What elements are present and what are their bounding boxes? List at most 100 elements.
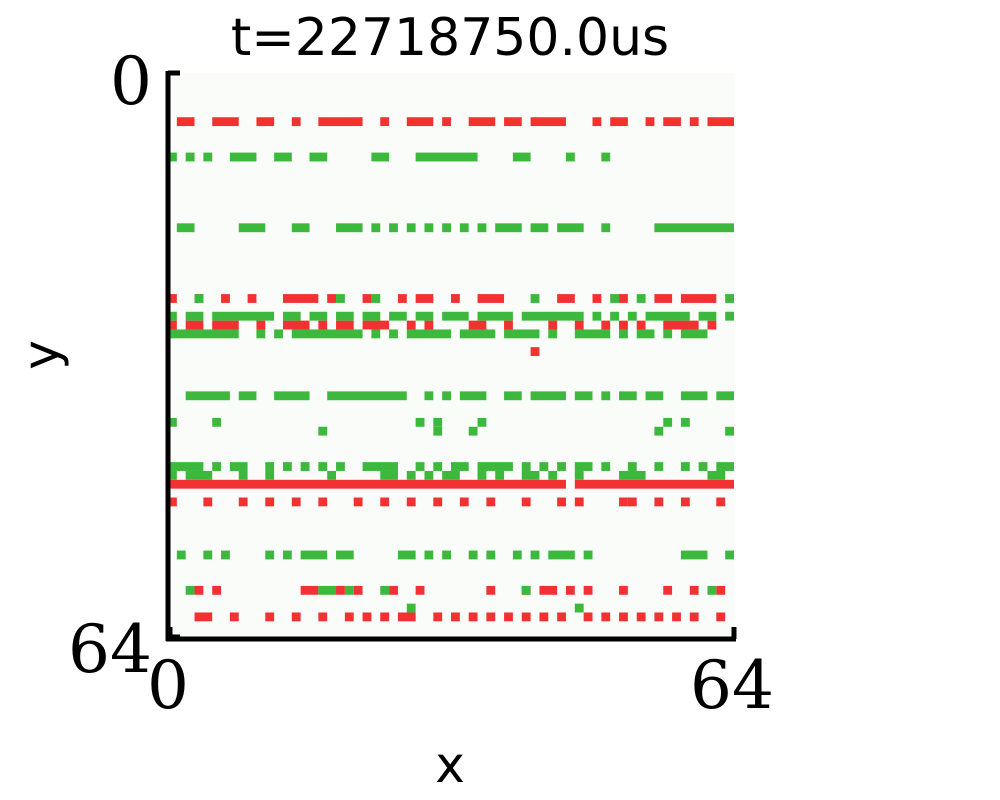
off-event-cell — [707, 470, 726, 480]
y-tick-label-64: 64 — [68, 611, 152, 688]
off-event-cell — [512, 152, 531, 162]
off-event-cell — [654, 223, 734, 233]
off-event-cell — [203, 152, 213, 162]
off-event-cell — [698, 462, 708, 471]
off-event-cell — [521, 470, 540, 480]
off-event-cell — [389, 311, 407, 321]
off-event-cell — [530, 550, 540, 560]
off-event-cell — [548, 550, 575, 560]
on-event-cell — [601, 320, 611, 330]
off-event-cell — [362, 311, 381, 321]
plot-background — [168, 73, 734, 639]
on-event-cell — [194, 585, 204, 595]
on-event-cell — [583, 612, 593, 622]
off-event-cell — [574, 470, 584, 480]
on-event-cell — [380, 497, 390, 507]
off-event-cell — [194, 294, 204, 303]
x-tick-label-0: 0 — [147, 647, 189, 724]
off-event-cell — [565, 152, 575, 162]
on-event-cell — [380, 117, 390, 127]
on-event-cell — [592, 117, 602, 127]
on-event-cell — [548, 320, 558, 330]
off-event-cell — [680, 391, 708, 401]
on-event-cell — [353, 585, 363, 595]
on-event-cell — [229, 612, 239, 622]
off-event-cell — [433, 462, 443, 471]
off-event-cell — [442, 550, 451, 560]
off-event-cell — [574, 329, 611, 339]
on-event-cell — [168, 294, 177, 303]
off-event-cell — [415, 417, 425, 427]
on-event-cell — [486, 497, 496, 507]
off-event-cell — [300, 462, 310, 471]
off-event-cell — [371, 223, 381, 233]
off-event-cell — [477, 470, 487, 480]
off-event-cell — [229, 152, 257, 162]
on-event-cell — [442, 117, 451, 127]
on-event-cell — [601, 612, 611, 622]
on-event-cell — [318, 497, 328, 507]
off-event-cell — [168, 462, 204, 471]
on-event-cell — [256, 320, 266, 330]
off-event-cell — [424, 223, 434, 233]
on-event-cell — [707, 320, 717, 330]
on-event-cell — [406, 320, 416, 330]
off-event-cell — [397, 550, 416, 560]
off-event-cell — [176, 223, 195, 233]
off-event-cell — [406, 470, 416, 480]
on-event-cell — [636, 320, 646, 330]
off-event-cell — [336, 223, 363, 233]
off-event-cell — [627, 311, 637, 321]
off-event-cell — [610, 311, 620, 321]
off-event-cell — [336, 311, 354, 321]
off-event-cell — [282, 550, 292, 560]
on-event-cell — [168, 479, 566, 489]
off-event-cell — [212, 417, 222, 427]
off-event-cell — [256, 329, 266, 339]
off-event-cell — [176, 550, 186, 560]
off-event-cell — [610, 294, 620, 303]
off-event-cell — [725, 294, 734, 303]
on-event-cell — [389, 585, 398, 595]
off-event-cell — [185, 311, 204, 321]
off-event-cell — [530, 223, 549, 233]
on-event-cell — [716, 612, 726, 622]
off-event-cell — [415, 462, 425, 471]
off-event-cell — [539, 462, 549, 471]
on-event-cell — [521, 497, 531, 507]
off-event-cell — [265, 470, 275, 480]
on-event-cell — [433, 497, 443, 507]
on-event-cell — [291, 497, 301, 507]
on-event-cell — [504, 612, 513, 622]
on-event-cell — [592, 294, 602, 303]
off-event-cell — [238, 470, 248, 480]
on-event-cell — [291, 612, 301, 622]
on-event-cell — [689, 117, 699, 127]
off-event-cell — [557, 223, 584, 233]
on-event-cell — [539, 585, 558, 595]
on-event-cell — [530, 117, 566, 127]
off-event-cell — [601, 391, 611, 401]
on-event-cell — [654, 612, 664, 622]
off-event-cell — [371, 294, 381, 303]
off-event-cell — [336, 550, 354, 560]
off-event-cell — [185, 391, 230, 401]
off-event-cell — [442, 391, 451, 401]
off-event-cell — [380, 470, 398, 480]
off-event-cell — [459, 391, 487, 401]
off-event-cell — [291, 329, 363, 339]
on-event-cell — [521, 612, 531, 622]
off-event-cell — [238, 223, 266, 233]
on-event-cell — [344, 612, 354, 622]
x-axis-label: x — [435, 736, 465, 794]
off-event-cell — [212, 311, 275, 321]
on-event-cell — [574, 320, 584, 330]
on-event-cell — [397, 294, 407, 303]
off-event-cell — [274, 391, 310, 401]
off-event-cell — [168, 470, 177, 480]
on-event-cell — [451, 294, 460, 303]
off-event-cell — [459, 223, 469, 233]
off-event-cell — [451, 462, 469, 471]
on-event-cell — [168, 320, 177, 330]
